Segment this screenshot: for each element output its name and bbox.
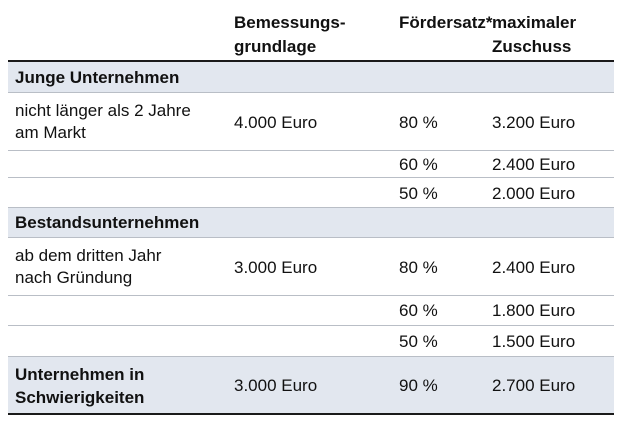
row-max: 1.800 Euro <box>492 301 576 320</box>
table-header-row: Bemessungs- grundlage Fördersatz* maxima… <box>8 0 614 62</box>
header-basis-line1: Bemessungs- <box>234 13 346 32</box>
row-rate: 60 % <box>399 155 438 174</box>
final-label-line1: Unternehmen in <box>15 365 145 384</box>
table-row: ab dem dritten Jahr nach Gründung 3.000 … <box>8 238 614 296</box>
row-max: 1.500 Euro <box>492 332 576 351</box>
final-max: 2.700 Euro <box>492 376 576 395</box>
header-max-line2: Zuschuss <box>492 37 572 56</box>
section-title-row: Junge Unternehmen <box>8 62 614 93</box>
section-title: Bestandsunternehmen <box>15 213 200 232</box>
row-label-line2: am Markt <box>15 123 86 142</box>
section-title: Junge Unternehmen <box>15 68 180 87</box>
final-rate: 90 % <box>399 376 438 395</box>
table-row: 60 % 1.800 Euro <box>8 296 614 326</box>
row-label-line1: ab dem dritten Jahr <box>15 246 162 265</box>
row-max: 2.000 Euro <box>492 184 576 203</box>
row-max: 3.200 Euro <box>492 113 576 132</box>
row-label-line1: nicht länger als 2 Jahre <box>15 101 191 120</box>
funding-table: Bemessungs- grundlage Fördersatz* maxima… <box>8 0 614 415</box>
row-label-line2: nach Gründung <box>15 268 133 287</box>
row-rate: 50 % <box>399 332 438 351</box>
header-max-line1: maximaler <box>492 13 577 32</box>
row-rate: 80 % <box>399 258 438 277</box>
table-row: 50 % 1.500 Euro <box>8 326 614 357</box>
table-row: nicht länger als 2 Jahre am Markt 4.000 … <box>8 93 614 151</box>
row-max: 2.400 Euro <box>492 258 576 277</box>
row-max: 2.400 Euro <box>492 155 576 174</box>
table-row: 60 % 2.400 Euro <box>8 151 614 178</box>
header-rate: Fördersatz* <box>399 13 493 32</box>
section-title-row: Bestandsunternehmen <box>8 208 614 238</box>
table-row: 50 % 2.000 Euro <box>8 178 614 208</box>
row-rate: 50 % <box>399 184 438 203</box>
final-basis: 3.000 Euro <box>234 376 318 395</box>
row-basis: 4.000 Euro <box>234 113 318 132</box>
final-row: Unternehmen in Schwierigkeiten 3.000 Eur… <box>8 357 614 415</box>
row-rate: 80 % <box>399 113 438 132</box>
header-basis-line2: grundlage <box>234 37 317 56</box>
row-basis: 3.000 Euro <box>234 258 318 277</box>
final-label-line2: Schwierigkeiten <box>15 388 145 407</box>
row-rate: 60 % <box>399 301 438 320</box>
